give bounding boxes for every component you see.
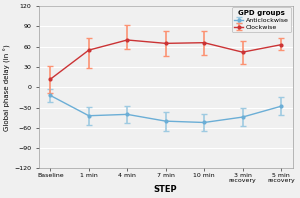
Y-axis label: Global phase delay (in °): Global phase delay (in °) xyxy=(4,44,11,131)
X-axis label: STEP: STEP xyxy=(154,185,178,194)
Legend: Anticlockwise, Clockwise: Anticlockwise, Clockwise xyxy=(232,7,291,32)
